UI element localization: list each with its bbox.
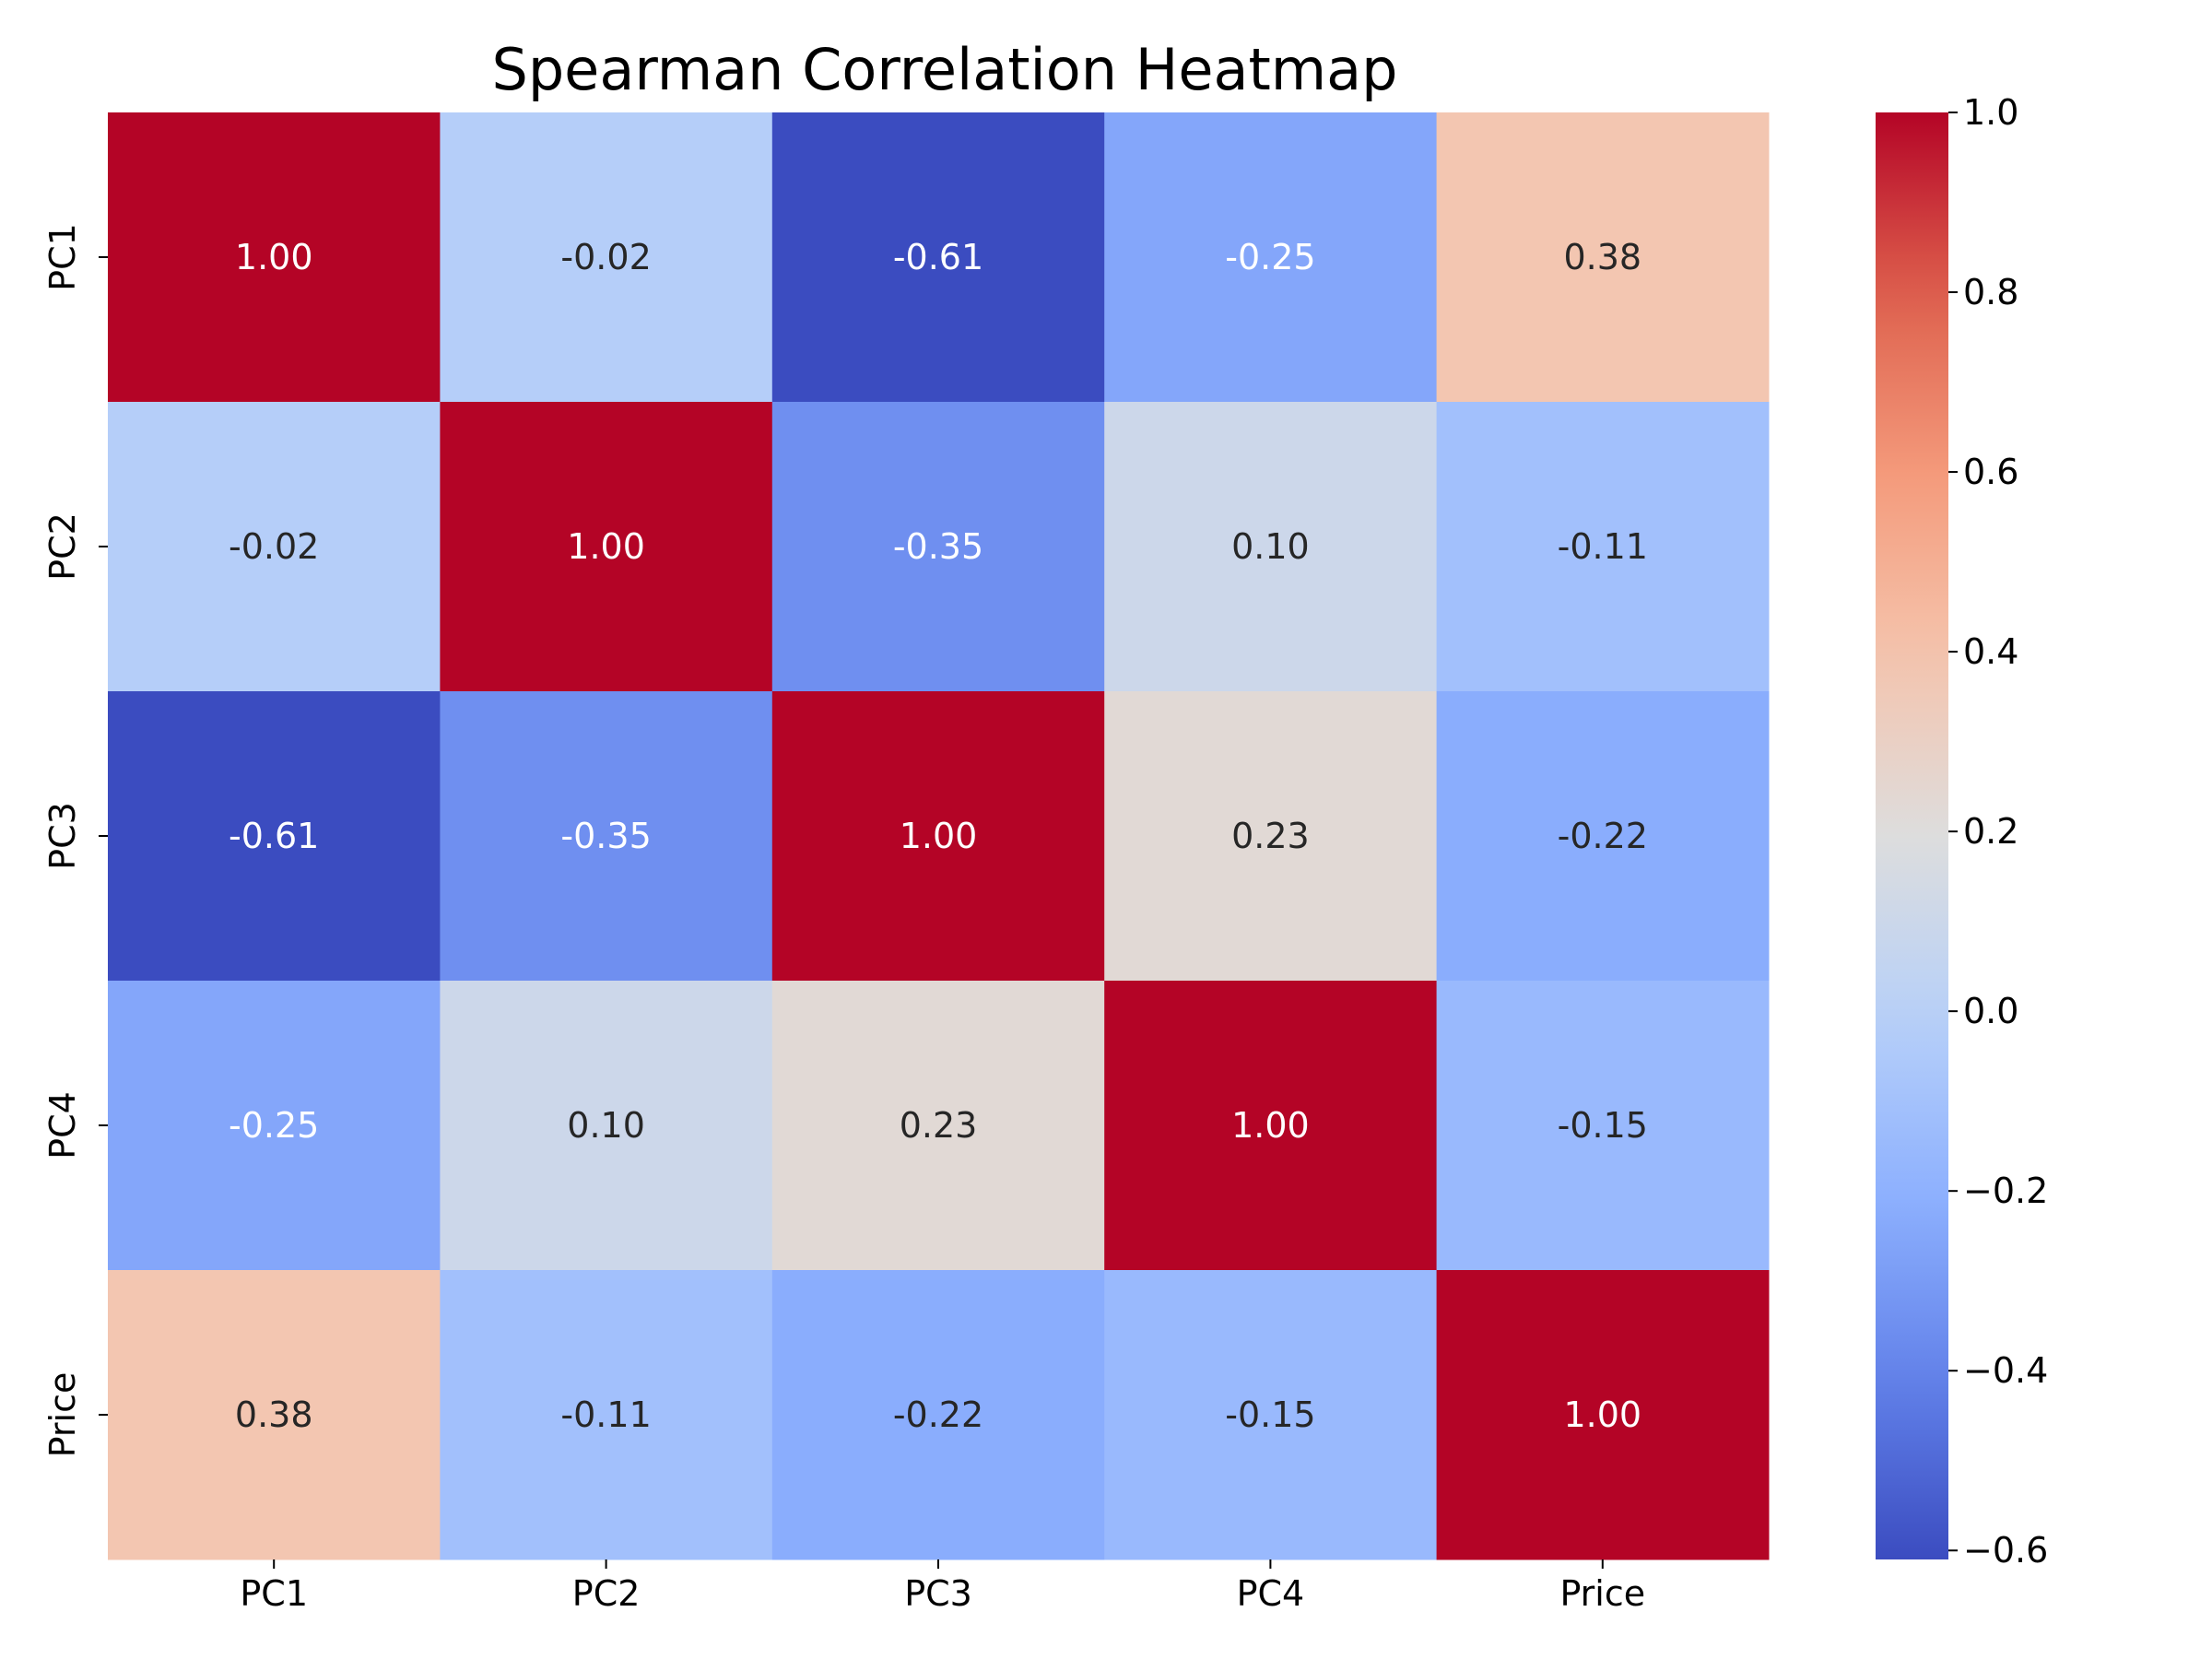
heatmap-cell [771, 112, 1105, 403]
x-axis: PC1 PC2 PC3 PC4 Price [240, 1559, 1645, 1614]
heatmap-cell [771, 1270, 1105, 1560]
y-tick-label: PC1 [42, 223, 83, 291]
x-tick-label: Price [1559, 1573, 1645, 1614]
heatmap-cell [440, 112, 773, 403]
colorbar-tick-label: 1.0 [1963, 92, 2018, 133]
cell-value-label: -0.35 [560, 816, 651, 856]
colorbar-gradient [1876, 112, 1948, 1559]
cell-value-label: 0.10 [567, 1105, 645, 1146]
cell-value-label: -0.15 [1558, 1105, 1648, 1146]
cell-value-label: 1.00 [900, 816, 978, 856]
cell-value-label: 0.23 [1231, 816, 1310, 856]
cell-value-label: -0.61 [229, 816, 319, 856]
heatmap-cell [771, 981, 1105, 1271]
cell-value-label: 0.38 [235, 1394, 313, 1435]
cell-value-label: -0.11 [560, 1394, 651, 1435]
colorbar-tick-label: 0.6 [1963, 452, 2018, 492]
colorbar-tick-label: 0.8 [1963, 272, 2018, 312]
y-axis: PC1 PC2 PC3 PC4 Price [42, 223, 108, 1457]
heatmap-cell [108, 1270, 441, 1560]
cell-value-label: 0.23 [900, 1105, 978, 1146]
cell-value-label: -0.11 [1558, 526, 1648, 567]
colorbar-tick-label: −0.6 [1963, 1530, 2048, 1571]
cell-value-label: 0.10 [1231, 526, 1310, 567]
x-tick-label: PC4 [1237, 1573, 1305, 1614]
colorbar: 1.0 0.8 0.6 0.4 0.2 0.0 −0.2 −0.4 −0.6 [1876, 92, 2048, 1571]
y-tick-label: PC2 [42, 512, 83, 581]
cell-value-label: 1.00 [567, 526, 645, 567]
heatmap-cell [1436, 1270, 1770, 1560]
heatmap-cell [1436, 402, 1770, 692]
heatmap-cell [771, 691, 1105, 982]
cell-value-label: -0.02 [560, 237, 651, 277]
heatmap-cell [1104, 112, 1438, 403]
heatmap-cells: 1.00 -0.02 -0.61 -0.25 0.38 -0.02 1.00 -0.35 0.1… [108, 112, 1770, 1560]
heatmap-cell [440, 1270, 773, 1560]
cell-value-label: -0.25 [1225, 237, 1315, 277]
heatmap-cell [1436, 112, 1770, 403]
heatmap-cell [440, 691, 773, 982]
x-tick-label: PC2 [572, 1573, 641, 1614]
cell-value-label: -0.61 [893, 237, 983, 277]
cell-value-label: -0.15 [1225, 1394, 1315, 1435]
cell-value-label: 1.00 [1231, 1105, 1310, 1146]
x-tick-label: PC1 [240, 1573, 308, 1614]
heatmap-cell [440, 981, 773, 1271]
y-tick-label: Price [42, 1372, 83, 1458]
cell-value-label: -0.22 [893, 1394, 983, 1435]
heatmap-cell [771, 402, 1105, 692]
heatmap-cell [108, 112, 441, 403]
cell-value-label: 0.38 [1563, 237, 1641, 277]
heatmap-cell [1436, 981, 1770, 1271]
chart-title: Spearman Correlation Heatmap [491, 36, 1397, 103]
colorbar-tick-label: −0.2 [1963, 1171, 2048, 1211]
cell-value-label: 1.00 [1563, 1394, 1641, 1435]
heatmap-cell [1104, 1270, 1438, 1560]
cell-value-label: -0.02 [229, 526, 319, 567]
heatmap-cell [1436, 691, 1770, 982]
heatmap-cell [440, 402, 773, 692]
colorbar-tick-label: 0.0 [1963, 991, 2018, 1031]
cell-value-label: 1.00 [235, 237, 313, 277]
colorbar-tick-label: −0.4 [1963, 1350, 2048, 1391]
cell-value-label: -0.25 [229, 1105, 319, 1146]
heatmap-cell [1104, 981, 1438, 1271]
heatmap-cell [108, 402, 441, 692]
x-tick-label: PC3 [904, 1573, 972, 1614]
y-tick-label: PC4 [42, 1091, 83, 1159]
heatmap-cell [108, 691, 441, 982]
cell-value-label: -0.35 [893, 526, 983, 567]
y-tick-label: PC3 [42, 802, 83, 870]
colorbar-tick-label: 0.4 [1963, 631, 2018, 672]
cell-value-label: -0.22 [1558, 816, 1648, 856]
heatmap-cell [1104, 691, 1438, 982]
heatmap-cell [108, 981, 441, 1271]
heatmap-cell [1104, 402, 1438, 692]
colorbar-tick-label: 0.2 [1963, 811, 2018, 852]
